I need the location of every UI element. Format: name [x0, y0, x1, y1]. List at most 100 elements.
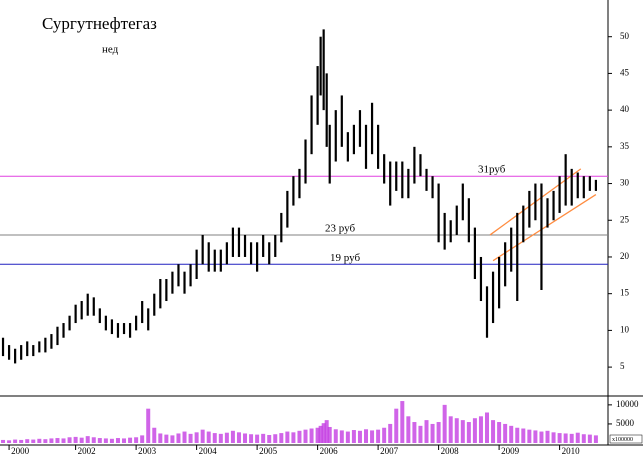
volume-bar [97, 438, 102, 443]
volume-bar [448, 416, 453, 443]
x-tick-label: 2008 [441, 446, 460, 456]
volume-bar [19, 439, 24, 443]
volume-bar [176, 433, 181, 443]
y-tick-label: 15 [620, 288, 630, 298]
y-tick-label: 50 [620, 31, 630, 41]
volume-bar [357, 430, 362, 443]
volume-bar [478, 416, 483, 443]
volume-bar [327, 426, 332, 443]
volume-bar [442, 404, 447, 443]
volume-bar [364, 429, 369, 443]
volume-bar [91, 437, 96, 443]
volume-bar [7, 440, 12, 443]
volume-bar [170, 435, 175, 443]
chart-title: Сургутнефтегаз [42, 14, 157, 33]
volume-bar [249, 434, 254, 443]
volume-bar [485, 412, 490, 443]
volume-bar [224, 432, 229, 443]
volume-bar [551, 432, 556, 443]
volume-bar [424, 420, 429, 443]
volume-bar [291, 432, 296, 443]
y-tick-label: 45 [620, 67, 630, 77]
volume-bar [146, 408, 151, 443]
level-label: 23 руб [325, 222, 355, 234]
volume-bar [212, 433, 217, 443]
volume-bar [85, 436, 90, 443]
volume-bar [206, 431, 211, 443]
x-tick-label: 2005 [259, 446, 278, 456]
y-tick-label: 35 [620, 141, 630, 151]
x-tick-label: 2000 [11, 446, 30, 456]
volume-bar [382, 427, 387, 443]
volume-bar [503, 423, 508, 443]
volume-bar [164, 434, 169, 443]
x-tick-label: 2006 [320, 446, 339, 456]
y-tick-label: 25 [620, 214, 630, 224]
volume-bar [128, 437, 133, 443]
volume-bar [134, 437, 139, 443]
volume-bar [31, 439, 36, 443]
volume-bar [460, 420, 465, 443]
volume-bar [200, 429, 205, 443]
volume-bar [267, 434, 272, 443]
volume-bar [575, 432, 580, 443]
volume-bar [67, 437, 72, 443]
volume-bar [472, 418, 477, 443]
volume-bar [454, 418, 459, 443]
volume-bar [243, 433, 248, 443]
volume-bar [436, 422, 441, 443]
volume-bar [152, 427, 157, 443]
volume-bar [406, 416, 411, 443]
volume-bar [303, 429, 308, 443]
volume-unit: x100000 [612, 437, 633, 443]
y-tick-label: 30 [620, 178, 630, 188]
volume-bar [321, 423, 326, 443]
volume-bar [194, 432, 199, 443]
volume-bar [73, 436, 78, 443]
volume-bar [297, 430, 302, 443]
volume-bar [351, 430, 356, 443]
volume-bar [521, 428, 526, 443]
volume-bar [466, 422, 471, 443]
volume-bar [61, 438, 66, 443]
volume-bar [122, 438, 127, 443]
volume-bar [318, 425, 323, 443]
volume-bar [370, 430, 375, 443]
x-tick-label: 2010 [562, 446, 581, 456]
volume-bar [593, 435, 598, 443]
volume-bar [545, 430, 550, 443]
volume-bar [430, 423, 435, 443]
volume-bar [285, 431, 290, 443]
volume-bar [261, 433, 266, 443]
volume-bar [569, 433, 574, 443]
volume-bar [230, 430, 235, 443]
y-tick-label: 20 [620, 251, 630, 261]
volume-bar [376, 429, 381, 443]
volume-bar [255, 434, 260, 443]
volume-bar [1, 439, 6, 443]
volume-bar [273, 434, 278, 443]
volume-bar [400, 401, 405, 443]
volume-bar [182, 431, 187, 443]
x-tick-label: 2002 [78, 446, 96, 456]
volume-bar [394, 408, 399, 443]
unit-box [609, 434, 643, 444]
volume-bar [13, 439, 18, 443]
volume-bar [339, 430, 344, 443]
volume-bar [587, 434, 592, 443]
x-tick-label: 2003 [138, 446, 157, 456]
volume-bar [497, 422, 502, 443]
volume-bar [412, 422, 417, 443]
x-tick-label: 2009 [501, 446, 520, 456]
volume-bar [418, 425, 423, 443]
volume-bar [103, 438, 108, 443]
volume-bar [324, 420, 329, 443]
volume-bar [236, 432, 241, 443]
volume-bar [43, 439, 48, 443]
volume-bar [115, 438, 120, 443]
volume-bar [188, 433, 193, 443]
volume-bar [388, 423, 393, 443]
volume-bar [515, 427, 520, 443]
level-label: 31руб [478, 164, 506, 176]
